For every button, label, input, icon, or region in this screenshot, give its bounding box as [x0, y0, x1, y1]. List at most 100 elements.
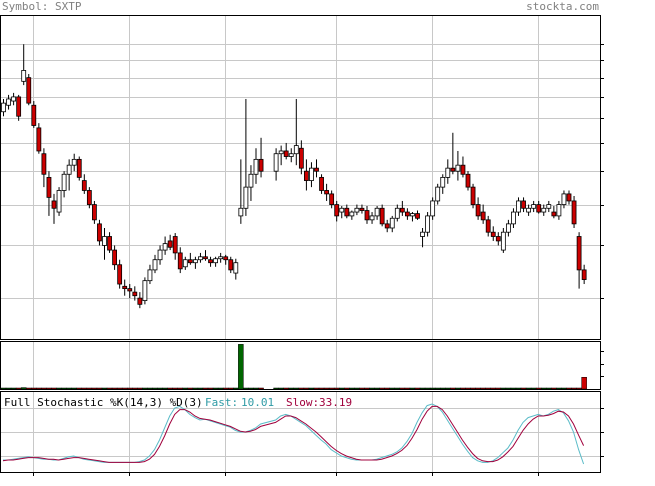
volume-bar	[434, 387, 441, 390]
volume-panel-frame	[0, 341, 601, 390]
volume-bar	[0, 387, 7, 390]
candle	[475, 197, 481, 220]
volume-bar	[15, 387, 22, 390]
volume-bar	[515, 387, 522, 390]
candle-body	[440, 176, 446, 188]
volume-bar	[278, 387, 284, 390]
candle	[81, 174, 87, 194]
candle-body	[218, 256, 224, 260]
candle-body	[359, 207, 365, 211]
candle-body	[203, 256, 208, 260]
candle-body	[339, 207, 345, 213]
volume-bar	[86, 387, 93, 390]
volume-bar	[475, 387, 481, 390]
volume-bar	[233, 387, 239, 390]
candle	[56, 187, 62, 216]
volume-bar	[41, 387, 47, 390]
volume-bar	[132, 387, 138, 390]
candle-body	[394, 207, 400, 219]
volume-bar	[424, 387, 431, 390]
volume-bar	[222, 387, 229, 390]
candle	[571, 195, 577, 228]
candle	[122, 279, 128, 296]
volume-bar	[546, 387, 552, 390]
candle-body	[238, 207, 244, 217]
volume-bar	[465, 387, 471, 390]
volume-bar	[419, 387, 426, 390]
candle	[521, 197, 526, 213]
candle	[11, 92, 17, 106]
candle-body	[248, 173, 254, 188]
candle	[384, 219, 390, 233]
volume-bar	[394, 387, 401, 390]
volume-bar	[389, 387, 395, 390]
candle-body	[26, 77, 32, 104]
candle-body	[51, 200, 57, 209]
site-link[interactable]: stockta.com	[526, 0, 599, 13]
candle-body	[450, 167, 456, 172]
candle-body	[480, 211, 486, 221]
candle-body	[470, 186, 476, 205]
candle	[551, 206, 557, 219]
stochastic-lines	[2, 403, 585, 465]
candle	[430, 197, 436, 220]
grid	[1, 16, 600, 472]
volume-bar	[440, 387, 446, 390]
volume-bar	[76, 387, 82, 390]
candle-body	[475, 204, 481, 217]
candle-body	[253, 158, 259, 175]
candle-body	[112, 249, 117, 266]
candle	[41, 148, 47, 188]
volume-bar	[485, 387, 491, 390]
symbol-label: Symbol: SXTP	[2, 0, 82, 13]
candle	[6, 94, 11, 110]
candle-body	[167, 240, 173, 248]
candle-body	[6, 98, 11, 106]
volume-bar	[328, 387, 335, 390]
candle	[566, 190, 572, 205]
candle	[213, 256, 219, 267]
volume-bar	[470, 387, 476, 390]
candle-body	[102, 236, 107, 246]
candle-body	[410, 213, 415, 217]
volume-bar	[576, 387, 582, 390]
volume-bar	[354, 387, 360, 390]
candle	[303, 159, 309, 191]
candle-body	[379, 207, 385, 225]
candle	[152, 254, 158, 274]
candle	[309, 162, 314, 188]
candle	[581, 264, 587, 285]
candle-body	[71, 158, 77, 166]
candle-body	[364, 210, 370, 221]
volume-bar	[541, 387, 547, 390]
candle	[117, 259, 123, 289]
volume-bar	[228, 387, 234, 390]
candle-body	[389, 217, 395, 229]
candle	[339, 206, 345, 219]
candle	[490, 226, 496, 241]
candle-body	[76, 158, 82, 178]
candle-body	[566, 193, 572, 202]
candle-body	[455, 164, 461, 172]
volume-bar	[172, 387, 178, 390]
candle	[556, 200, 562, 220]
volume-bar	[147, 387, 153, 390]
volume-bar	[96, 387, 103, 390]
candle-body	[157, 249, 163, 261]
volume-bar	[258, 387, 264, 390]
x-axis	[33, 472, 539, 476]
candle-body	[66, 164, 72, 175]
candle	[46, 171, 52, 216]
candle-body	[21, 70, 27, 82]
candle-body	[430, 200, 436, 217]
stochastic-slow-label: Slow:	[286, 396, 319, 409]
candle-body	[531, 204, 537, 209]
volume-bar	[51, 387, 57, 390]
candle	[334, 200, 340, 222]
candle	[349, 210, 355, 220]
volume-bar	[10, 387, 17, 390]
volume-bar	[177, 387, 183, 390]
candle-body	[142, 280, 148, 301]
volume-bar	[162, 387, 168, 390]
volume-bar	[253, 387, 259, 390]
